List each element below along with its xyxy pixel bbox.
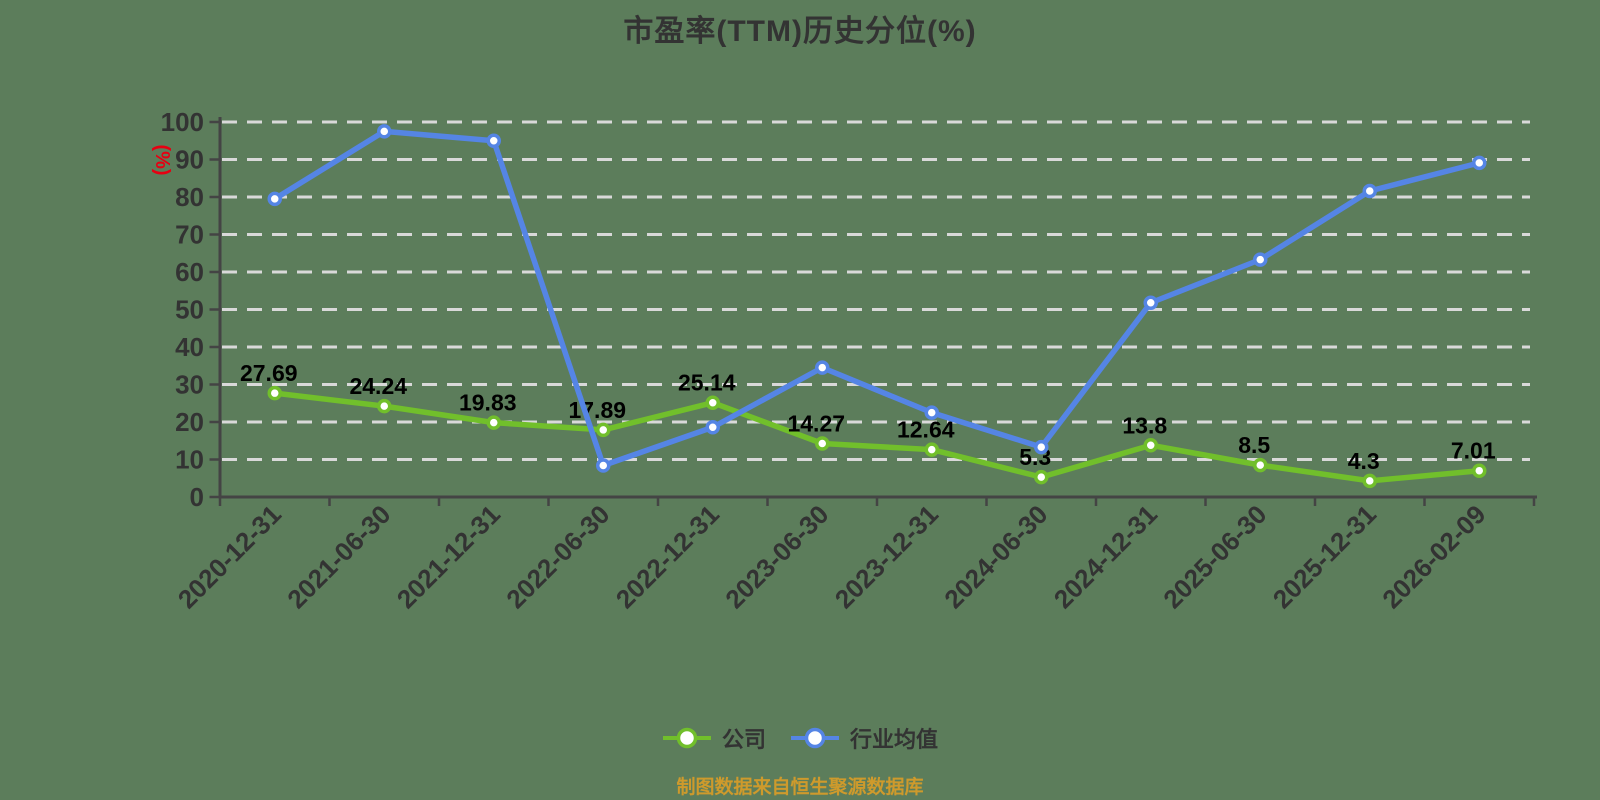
company-point-label: 17.89 <box>568 397 626 423</box>
company-data-point[interactable] <box>1143 438 1158 453</box>
company-data-point[interactable] <box>1472 463 1487 478</box>
legend-label-industry-average: 行业均值 <box>850 727 939 752</box>
industry-data-point[interactable] <box>815 360 830 375</box>
y-axis-tick-label: 90 <box>175 145 204 175</box>
industry-data-point[interactable] <box>705 420 720 435</box>
industry-data-point[interactable] <box>486 133 501 148</box>
company-point-label: 19.83 <box>459 390 517 416</box>
industry-data-point[interactable] <box>596 458 611 473</box>
industry-data-point[interactable] <box>377 124 392 139</box>
chart-title: 市盈率(TTM)历史分位(%) <box>623 15 977 48</box>
y-axis-tick-label: 80 <box>175 182 204 212</box>
y-axis-tick-label: 40 <box>175 332 204 362</box>
company-line-marker-icon <box>662 727 711 749</box>
x-axis-tick-label: 2020-12-31 <box>172 499 287 614</box>
company-data-point[interactable] <box>924 442 939 457</box>
company-data-point[interactable] <box>1034 469 1049 485</box>
data-source-note: 制图数据来自恒生聚源数据库 <box>676 777 924 798</box>
x-axis-tick-label: 2025-06-30 <box>1157 499 1272 614</box>
legend-label-company: 公司 <box>721 727 766 752</box>
company-series-line <box>272 390 1482 484</box>
y-axis-tick-label: 30 <box>175 370 204 400</box>
company-point-label: 14.27 <box>787 410 845 436</box>
company-data-point[interactable] <box>1253 457 1268 473</box>
industry-data-point[interactable] <box>1143 295 1158 310</box>
x-axis-tick-label: 2021-12-31 <box>391 499 506 614</box>
company-data-point[interactable] <box>486 415 501 430</box>
company-point-label: 27.69 <box>240 360 298 386</box>
y-axis-tick-label: 60 <box>175 257 204 287</box>
company-point-label: 25.14 <box>678 370 736 396</box>
company-point-label: 7.01 <box>1451 438 1496 464</box>
industry-data-point[interactable] <box>1034 439 1049 455</box>
company-point-label: 12.64 <box>897 417 955 443</box>
legend-item-industry-average[interactable]: 行业均值 <box>790 722 938 754</box>
industry-data-point[interactable] <box>1362 183 1377 199</box>
x-axis-tick-label: 2024-06-30 <box>938 499 1053 614</box>
industry-data-point[interactable] <box>1253 252 1268 267</box>
y-axis-tick-label: 10 <box>175 445 204 475</box>
company-point-label: 24.24 <box>349 373 407 399</box>
company-data-point[interactable] <box>705 395 720 410</box>
company-data-point[interactable] <box>1362 473 1377 489</box>
industry-series-line <box>272 128 1482 469</box>
company-point-label: 8.5 <box>1238 432 1270 458</box>
company-data-point[interactable] <box>377 398 392 414</box>
y-axis-tick-label: 70 <box>175 220 204 250</box>
industry-data-point[interactable] <box>267 191 282 207</box>
legend-item-company[interactable]: 公司 <box>662 722 766 754</box>
x-axis-tick-label: 2022-06-30 <box>500 499 615 614</box>
x-axis-tick-label: 2025-12-31 <box>1267 499 1382 614</box>
industry-data-point[interactable] <box>924 405 939 420</box>
y-axis-tick-label: 20 <box>175 407 204 437</box>
y-axis-unit-label: (%) <box>151 144 173 175</box>
company-data-point[interactable] <box>596 422 611 438</box>
x-axis-tick-label: 2026-02-09 <box>1376 499 1491 614</box>
industry-line-marker-icon <box>791 727 839 749</box>
y-axis-tick-label: 100 <box>161 107 204 137</box>
company-point-label: 13.8 <box>1122 412 1167 438</box>
x-axis-tick-label: 2022-12-31 <box>610 499 725 614</box>
company-data-point[interactable] <box>267 385 282 401</box>
y-axis-tick-label: 50 <box>175 295 204 325</box>
x-axis-tick-label: 2024-12-31 <box>1048 499 1163 614</box>
industry-data-point[interactable] <box>1472 155 1487 171</box>
company-point-label: 4.3 <box>1348 448 1380 474</box>
x-axis-tick-label: 2023-06-30 <box>719 499 834 614</box>
x-axis-tick-label: 2023-12-31 <box>829 499 944 614</box>
y-axis-tick-label: 0 <box>190 482 204 512</box>
legend: 公司 行业均值 <box>0 722 1600 754</box>
x-axis-tick-label: 2021-06-30 <box>281 499 396 614</box>
company-data-point[interactable] <box>815 436 830 451</box>
